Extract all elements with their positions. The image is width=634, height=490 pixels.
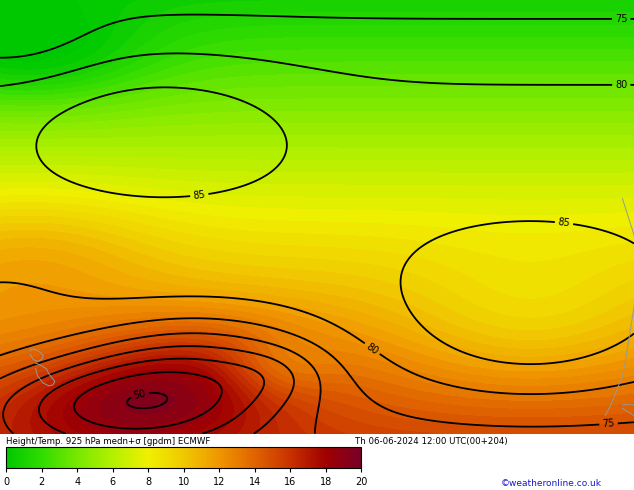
Text: 75: 75 [615, 14, 628, 24]
Text: ©weatheronline.co.uk: ©weatheronline.co.uk [501, 479, 602, 488]
Text: 50: 50 [133, 388, 147, 400]
Text: 75: 75 [602, 418, 615, 429]
Text: 80: 80 [365, 341, 380, 356]
Text: Th 06-06-2024 12:00 UTC(00+204): Th 06-06-2024 12:00 UTC(00+204) [355, 437, 508, 446]
Text: 80: 80 [615, 80, 628, 90]
Text: 85: 85 [193, 190, 206, 201]
Text: 85: 85 [557, 217, 571, 229]
Text: Height/Temp. 925 hPa medn+σ [gpdm] ECMWF: Height/Temp. 925 hPa medn+σ [gpdm] ECMWF [6, 437, 210, 446]
